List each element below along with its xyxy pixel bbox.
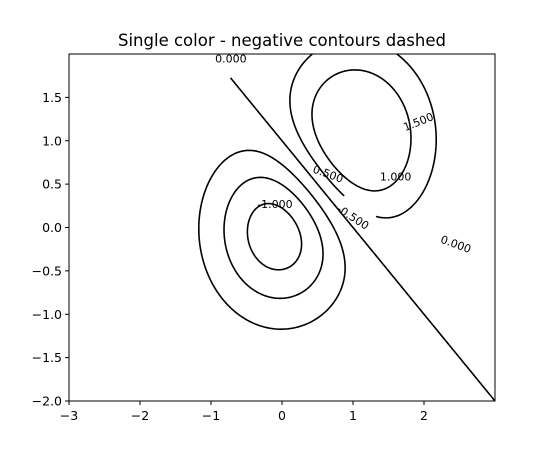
- x-axis: −3 −2 −1 0 1 2: [60, 401, 428, 423]
- y-tick-label: 1.0: [42, 133, 62, 148]
- contour-label: 0.000: [439, 233, 473, 256]
- contour-label: -1.000: [257, 198, 292, 211]
- x-tick-label: 1: [349, 408, 357, 423]
- chart-title: Single color - negative contours dashed: [118, 31, 446, 50]
- y-axis: −2.0 −1.5 −1.0 −0.5 0.0 0.5 1.0 1.5: [32, 90, 69, 409]
- x-tick-label: −3: [60, 408, 78, 423]
- x-tick-label: 2: [420, 408, 428, 423]
- contour-label: 1.000: [380, 170, 412, 183]
- contour-level-0: [229, 77, 496, 402]
- y-tick-label: −1.5: [32, 350, 62, 365]
- contour-level-1: [223, 176, 324, 300]
- contour-level-neg0_5: [289, 53, 437, 219]
- y-tick-label: −0.5: [32, 263, 62, 278]
- y-tick-label: 0.5: [42, 177, 62, 192]
- contour-level-1_5: [246, 202, 303, 271]
- contour-level-0_5: [198, 149, 346, 330]
- contour-label: 0.000: [215, 52, 247, 65]
- y-tick-label: 0.0: [42, 220, 62, 235]
- y-tick-label: 1.5: [42, 90, 62, 105]
- x-tick-label: 0: [278, 408, 286, 423]
- contour-lines: [198, 53, 496, 402]
- y-tick-label: −2.0: [32, 394, 62, 409]
- y-tick-label: −1.0: [32, 307, 62, 322]
- contour-level-neg1: [311, 69, 412, 192]
- x-tick-label: −1: [202, 408, 220, 423]
- x-tick-label: −2: [131, 408, 149, 423]
